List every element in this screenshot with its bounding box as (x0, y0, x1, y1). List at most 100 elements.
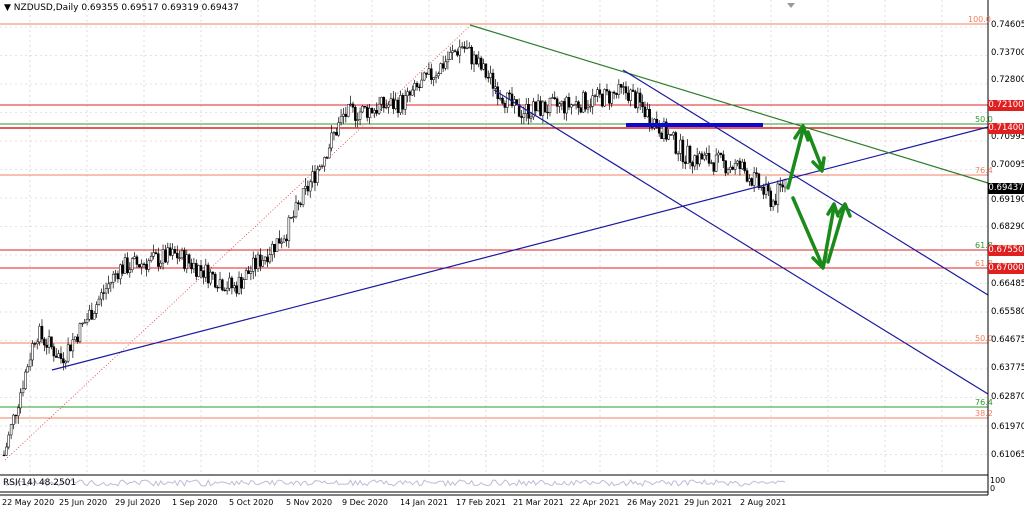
candle-body (64, 360, 67, 364)
candle-body (539, 100, 542, 116)
candle-body (634, 91, 637, 109)
descending-trendline[interactable] (469, 24, 989, 184)
candle-body (691, 162, 694, 167)
candle-body (235, 285, 238, 294)
candle-body (43, 338, 46, 346)
candle-body (581, 92, 585, 113)
candle-body (78, 323, 82, 343)
candle-body (85, 318, 89, 323)
candle-body (199, 265, 203, 271)
candle-body (107, 283, 110, 289)
candle-body (349, 103, 352, 106)
candle-body (138, 264, 141, 268)
fib-retracement-diagonal[interactable] (4, 25, 471, 461)
candle-body (705, 153, 708, 156)
candle-body (449, 52, 452, 60)
candle-body (548, 98, 552, 113)
candle-body (327, 147, 331, 159)
date-tick: 14 Jan 2021 (400, 498, 448, 507)
candle-body (185, 254, 189, 269)
candle-body (783, 179, 787, 188)
fib-label-50-lower: 50.0 (975, 334, 993, 343)
candle-body (418, 86, 421, 89)
candle-body (278, 238, 281, 244)
candle-body (698, 153, 701, 165)
candle-body (451, 50, 454, 53)
candle-body (69, 344, 72, 352)
candle-body (610, 91, 613, 104)
candle-body (197, 265, 200, 277)
candle-body (356, 119, 359, 121)
candle-body (522, 113, 526, 118)
date-axis[interactable]: 22 May 2020 25 Jun 2020 29 Jul 2020 1 Se… (0, 495, 988, 509)
candle-body (779, 183, 782, 186)
candle-body (638, 92, 642, 103)
candle-body (731, 166, 735, 170)
candle-body (50, 336, 53, 347)
candle-body (218, 279, 222, 289)
candle-body (489, 72, 492, 78)
arrow-up-2 (822, 205, 836, 264)
candle-body (83, 322, 86, 324)
candle-body (589, 106, 592, 108)
candle-body (45, 344, 48, 348)
candle-body (453, 50, 457, 52)
candle-body (320, 165, 324, 168)
candle-body (570, 104, 573, 108)
candle-body (273, 243, 276, 252)
projection-arrows[interactable] (786, 124, 852, 270)
rsi-indicator-label: RSI(14) 48.2501 (3, 478, 77, 488)
candle-body (648, 108, 651, 125)
candle-body (221, 279, 224, 291)
candle-body (35, 341, 39, 345)
candle-body (121, 264, 124, 274)
candle-body (73, 336, 77, 341)
candle-body (57, 353, 60, 358)
price-tick: 0.73700 (991, 48, 1024, 58)
arrow-down-1 (806, 130, 824, 170)
candle-body (598, 89, 602, 95)
candle-body (133, 256, 136, 259)
price-axis[interactable]: 0.74605 0.73700 0.72800 0.70995 0.70095 … (988, 0, 1024, 509)
candle-body (593, 95, 597, 97)
candle-body (553, 97, 556, 99)
ascending-trendline[interactable] (51, 126, 989, 371)
channel-upper-line[interactable] (622, 69, 989, 296)
candle-body (420, 79, 424, 88)
candle-body (643, 106, 647, 118)
menu-arrow-icon[interactable]: ▼ (4, 3, 11, 13)
candle-body (97, 298, 101, 305)
channel-lower-line[interactable] (493, 89, 989, 395)
candle-body (159, 262, 162, 267)
candle-body (470, 46, 473, 65)
candle-body (724, 160, 727, 174)
candle-body (88, 309, 91, 320)
candle-body (81, 322, 84, 325)
candle-body (254, 257, 257, 270)
candle-body (178, 257, 181, 259)
candle-body (370, 108, 374, 114)
candle-body (351, 103, 355, 108)
candle-body (624, 86, 628, 94)
fib-label-50-upper: 50.0 (975, 115, 993, 124)
candle-body (168, 247, 172, 256)
date-tick: 9 Dec 2020 (342, 498, 389, 507)
candle-body (781, 184, 784, 188)
symbol-header[interactable]: ▼ NZDUSD,Daily 0.69355 0.69517 0.69319 0… (4, 3, 239, 13)
chart-shift-marker-icon[interactable] (787, 3, 795, 8)
candle-body (285, 238, 288, 241)
candle-body (422, 72, 426, 81)
candle-body (475, 54, 478, 65)
candle-body (256, 254, 260, 270)
candle-body (413, 83, 416, 91)
candle-body (755, 172, 758, 175)
date-tick: 29 Jul 2020 (115, 498, 161, 507)
candle-body (176, 252, 179, 259)
candle-body (586, 106, 590, 110)
price-tick: 0.64675 (991, 335, 1024, 345)
rsi-line (3, 478, 786, 488)
candle-body (472, 54, 476, 65)
candle-body (411, 89, 414, 96)
